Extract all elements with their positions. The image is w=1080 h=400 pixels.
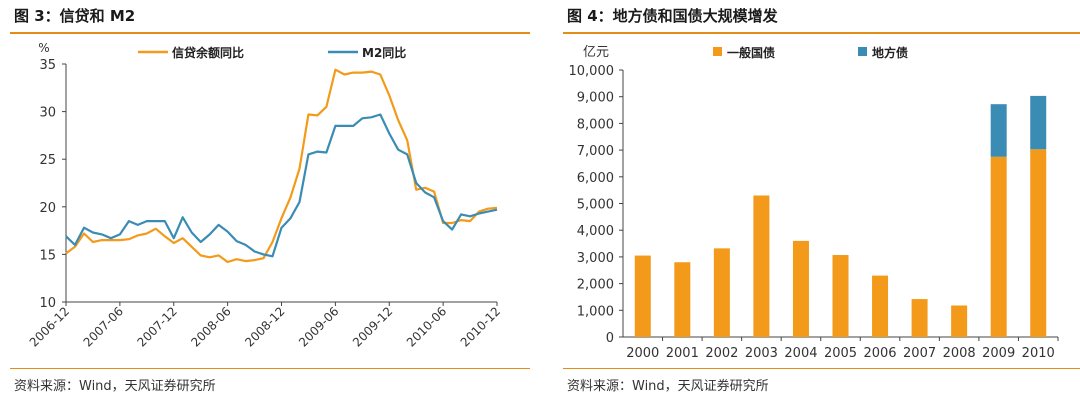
figure-4-top-rule [563,32,1080,34]
bar-general-bond [872,275,889,337]
x-tick-label: 2009 [982,346,1015,361]
legend-label: 信贷余额同比 [172,45,244,60]
x-tick-label: 2010-12 [458,304,503,349]
bar-general-bond [713,248,730,337]
figure-3-bottom-rule [10,368,530,369]
y-tick-label: 0 [606,331,614,346]
x-tick-label: 2008-12 [242,304,287,349]
credit-m2-line-chart: % 10 15 20 25 30 35 2006-12 2007-06 2007-12 2008-0… [27,41,503,350]
y-tick-label: 35 [39,58,56,73]
bar-local-bond [990,104,1007,157]
bar-general-bond [951,305,968,337]
x-tick-label: 2006 [863,346,896,361]
figure-3-title: 图 3：信贷和 M2 [14,7,136,25]
y-tick-label: 8,000 [577,117,614,132]
y-tick-label: 25 [39,153,56,168]
government-bond-bar-chart: 亿元 0 1,000 2,000 3,000 4,000 5,000 6,000 7,000 8,… [569,45,1059,361]
x-tick-label: 2007-06 [81,304,126,349]
x-tick-label: 2003 [745,346,778,361]
x-tick-label: 2010 [1022,346,1055,361]
y-tick-label: 10 [39,296,56,311]
figure-4-bottom-rule [563,368,1080,369]
x-tick-label: 2005 [824,346,857,361]
figure-4-panel: 图 4：地方债和国债大规模增发 亿元 0 1,000 2,000 3,000 4,000 5… [553,0,1080,400]
y-tick-label: 5,000 [577,198,614,213]
x-tick-label: 2006-12 [27,304,72,349]
bar-general-bond [832,255,849,337]
y-tick-label: 7,000 [577,144,614,159]
figure-4-source: 资料来源：Wind，天风证券研究所 [567,379,769,394]
x-tick-label: 2009-12 [350,304,395,349]
bar-general-bond [911,299,928,337]
y-tick-label: 6,000 [577,171,614,186]
bar-general-bond [990,156,1007,337]
figure-4-title: 图 4：地方债和国债大规模增发 [567,7,778,25]
x-tick-label: 2009-06 [296,304,341,349]
y-axis-unit: 亿元 [583,45,609,60]
bar-general-bond [753,195,770,337]
legend-swatch [713,47,722,56]
figure-3-panel: 图 3：信贷和 M2 % 10 15 20 25 30 35 2006-12 2007-06 20… [0,0,530,400]
y-tick-label: 10,000 [569,64,615,79]
legend-swatch [858,47,867,56]
y-tick-label: 20 [39,201,56,216]
bar-general-bond [792,240,809,337]
bar-general-bond [634,255,651,337]
y-tick-label: 9,000 [577,91,614,106]
y-axis-unit: % [38,41,49,55]
x-tick-label: 2001 [666,346,699,361]
x-tick-label: 2002 [705,346,738,361]
credit-growth-line [65,68,498,264]
legend-label: M2同比 [362,45,406,60]
x-tick-label: 2007-12 [135,304,180,349]
figure-3-source: 资料来源：Wind，天风证券研究所 [14,379,216,394]
bar-general-bond [1030,149,1047,337]
y-tick-label: 3,000 [577,251,614,266]
y-tick-label: 2,000 [577,278,614,293]
bar-local-bond [1030,95,1047,150]
figure-3-top-rule [10,32,530,34]
x-tick-label: 2008-06 [188,304,233,349]
x-tick-label: 2008 [943,346,976,361]
m2-growth-line [65,113,498,258]
x-tick-label: 2004 [784,346,817,361]
y-tick-label: 1,000 [577,304,614,319]
y-tick-label: 15 [39,248,56,263]
legend-label: 地方债 [872,45,908,60]
x-tick-label: 2007 [903,346,936,361]
y-tick-label: 4,000 [577,224,614,239]
bar-general-bond [674,262,691,337]
legend-label: 一般国债 [727,45,775,60]
x-tick-label: 2010-06 [404,304,449,349]
y-tick-label: 30 [39,106,56,121]
x-tick-label: 2000 [626,346,659,361]
